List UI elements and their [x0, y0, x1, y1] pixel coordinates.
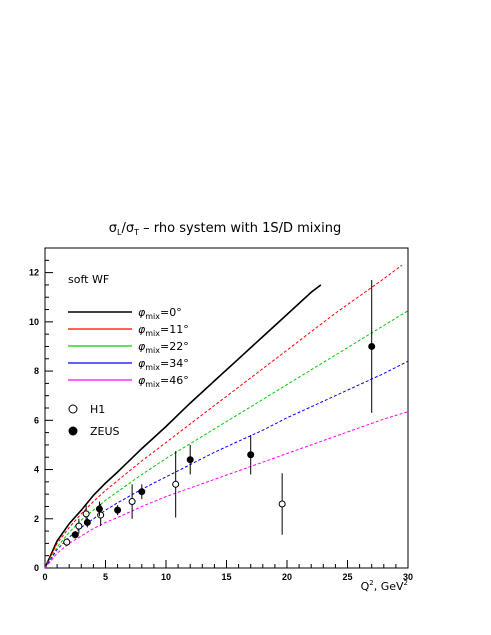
x-tick-label: 15: [221, 572, 231, 582]
legend-label-4: φmix=46°: [138, 374, 189, 389]
x-tick-label: 0: [42, 572, 47, 582]
x-axis-label: Q2, GeV2: [361, 579, 408, 593]
y-tick-label: 0: [34, 563, 39, 573]
legend-label-1: φmix=11°: [138, 323, 189, 338]
x-label-sup2: 2: [404, 579, 408, 587]
legend-sub: mix: [145, 312, 160, 321]
chart-title: σL/σT – rho system with 1S/D mixing: [109, 221, 341, 237]
title-slash: /: [122, 221, 127, 236]
x-label-q: Q: [361, 580, 370, 593]
x-tick-label: 30: [403, 572, 413, 582]
legend-label-2: φmix=22°: [138, 340, 189, 355]
x-label-sup1: 2: [369, 579, 373, 587]
legend-sub: mix: [145, 380, 160, 389]
zeus-point: [138, 488, 146, 496]
zeus-point: [186, 456, 194, 464]
legend-phi: φ: [138, 357, 146, 370]
x-tick-label: 20: [282, 572, 292, 582]
zeus-point: [71, 531, 79, 539]
legend-value: =0°: [160, 306, 182, 319]
legend-label-0: φmix=0°: [138, 306, 182, 321]
legend: φmix=0°φmix=11°φmix=22°φmix=34°φmix=46°H…: [68, 306, 189, 438]
legend-phi: φ: [138, 374, 146, 387]
y-tick-label: 12: [29, 268, 39, 278]
x-tick-label: 10: [161, 572, 171, 582]
points-group: [63, 280, 376, 546]
y-tick-label: 4: [34, 465, 39, 475]
x-tick-label: 5: [103, 572, 108, 582]
h1-point: [63, 538, 71, 546]
curves-group: [44, 264, 409, 569]
series-line-3: [44, 360, 409, 569]
h1-point: [75, 522, 83, 530]
legend-phi: φ: [138, 340, 146, 353]
zeus-point: [368, 342, 376, 350]
title-rest: – rho system with 1S/D mixing: [139, 221, 341, 236]
h1-point: [97, 511, 105, 519]
legend-sub: mix: [145, 329, 160, 338]
legend-label-zeus: ZEUS: [90, 425, 120, 438]
title-sigma-l: σ: [109, 221, 117, 236]
legend-sub: mix: [145, 346, 160, 355]
legend-marker-zeus: [68, 426, 78, 436]
y-tick-label: 10: [29, 317, 39, 327]
y-tick-label: 2: [34, 514, 39, 524]
series-line-0: [44, 284, 322, 569]
legend-sub: mix: [145, 363, 160, 372]
y-tick-label: 6: [34, 415, 39, 425]
legend-value: =11°: [160, 323, 189, 336]
title-sub-l: L: [117, 228, 122, 237]
series-line-4: [44, 411, 409, 569]
zeus-point: [114, 506, 122, 514]
h1-point: [128, 498, 136, 506]
soft-wf-annotation: soft WF: [68, 273, 109, 286]
legend-label-h1: H1: [90, 403, 105, 416]
legend-value: =46°: [160, 374, 189, 387]
x-tick-label: 25: [342, 572, 352, 582]
h1-point: [172, 480, 180, 488]
title-sigma-t: σ: [126, 221, 134, 236]
legend-marker-h1: [68, 404, 78, 414]
legend-phi: φ: [138, 323, 146, 336]
axes-group: 0 5 10 15 20 25 30 0 2 4 6 8 10 12: [29, 247, 413, 582]
zeus-point: [83, 518, 91, 526]
zeus-point: [95, 505, 103, 513]
legend-phi: φ: [138, 306, 146, 319]
h1-point: [278, 500, 286, 508]
legend-value: =22°: [160, 340, 189, 353]
series-line-1: [44, 264, 403, 569]
y-tick-label: 8: [34, 366, 39, 376]
series-line-2: [44, 310, 409, 569]
zeus-point: [247, 451, 255, 459]
legend-label-3: φmix=34°: [138, 357, 189, 372]
x-label-mid: , GeV: [374, 580, 404, 593]
title-sub-t: T: [133, 228, 139, 237]
h1-point: [82, 510, 90, 518]
legend-value: =34°: [160, 357, 189, 370]
